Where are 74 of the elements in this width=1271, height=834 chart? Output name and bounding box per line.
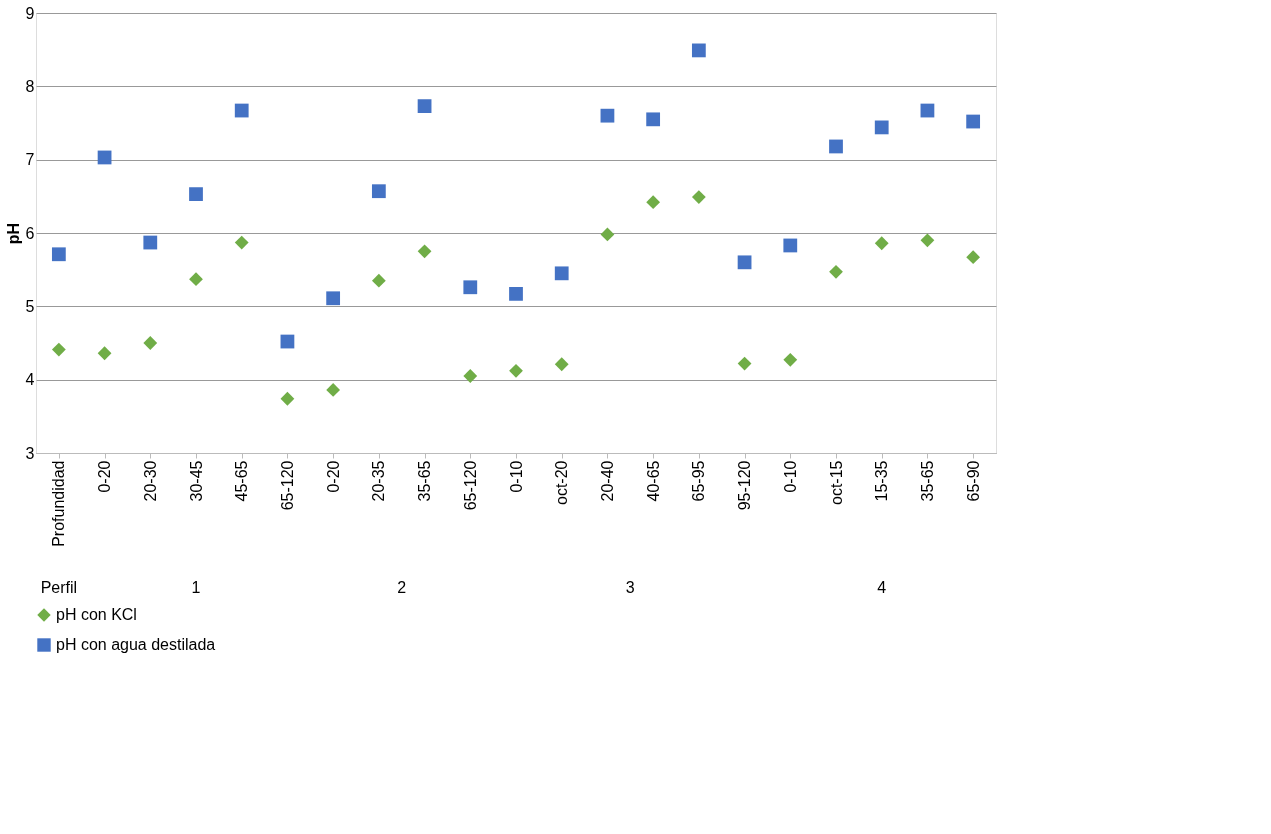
point [234, 235, 249, 250]
point [189, 187, 203, 202]
point [829, 139, 843, 154]
point [463, 280, 478, 295]
y-tick-label: 9 [25, 4, 35, 22]
point [554, 266, 569, 281]
point [646, 112, 661, 127]
y-tick-label: 8 [25, 77, 35, 95]
x-tick-label: 20-30 [141, 460, 159, 502]
point [371, 184, 386, 199]
point [509, 286, 523, 301]
point [280, 391, 295, 406]
point [234, 103, 249, 118]
text: Perfil [40, 579, 78, 596]
point [189, 272, 203, 287]
x-tick-label: 65-120 [278, 460, 296, 511]
x-tick-label: 0-20 [324, 460, 342, 493]
y-tick-label: 5 [25, 297, 35, 315]
x-tick-label: oct-15 [827, 460, 845, 505]
x-tick-label: 20-35 [370, 460, 388, 502]
y-tick-label: 4 [25, 371, 35, 389]
y-axis-title: pH [4, 222, 22, 245]
point [326, 383, 341, 397]
point [691, 190, 706, 204]
point [51, 247, 66, 262]
x-tick-label: 0-10 [507, 460, 525, 493]
point [737, 255, 752, 270]
y-tick-label: 6 [25, 224, 35, 242]
x-tick-label: Profundidad [50, 460, 68, 547]
point [509, 363, 523, 378]
text: 2 [397, 579, 407, 596]
x-tick-label: 30-45 [187, 460, 205, 502]
legend-label: pH con KCl [56, 606, 137, 623]
x-tick-label: 65-120 [461, 460, 479, 511]
legend-label: pH con agua destilada [56, 636, 216, 653]
point [966, 250, 981, 265]
point [143, 235, 158, 250]
point [691, 43, 706, 58]
point [966, 114, 981, 129]
point [417, 99, 432, 114]
point [600, 108, 615, 123]
x-tick-label: 35-65 [416, 460, 434, 502]
x-tick-label: 20-40 [598, 460, 616, 502]
point [417, 244, 432, 259]
point [920, 233, 935, 248]
x-tick-label: 95-120 [736, 460, 754, 511]
x-tick-label: 35-65 [918, 460, 936, 502]
point [783, 238, 798, 253]
point [371, 273, 386, 288]
point [463, 369, 478, 383]
point [874, 120, 889, 135]
point [783, 352, 798, 367]
point [554, 357, 569, 372]
text: 3 [625, 579, 635, 596]
point [874, 236, 889, 251]
y-tick-label: 7 [25, 151, 35, 169]
x-tick-label: 65-90 [964, 460, 982, 502]
point [829, 264, 843, 279]
x-tick-label: 45-65 [233, 460, 251, 502]
x-tick-label: 0-20 [96, 460, 114, 493]
point [646, 195, 661, 210]
text: 1 [191, 579, 201, 596]
x-tick-label: 65-95 [690, 460, 708, 502]
x-tick-label: 15-35 [873, 460, 891, 502]
text: 4 [877, 579, 887, 596]
x-tick-label: 0-10 [781, 460, 799, 493]
point [600, 227, 615, 242]
point [97, 346, 112, 361]
point [326, 291, 341, 306]
point [143, 336, 158, 350]
point [51, 342, 66, 357]
x-tick-label: oct-20 [553, 460, 571, 505]
y-tick-label: 3 [25, 444, 35, 462]
x-tick-label: 40-65 [644, 460, 662, 502]
